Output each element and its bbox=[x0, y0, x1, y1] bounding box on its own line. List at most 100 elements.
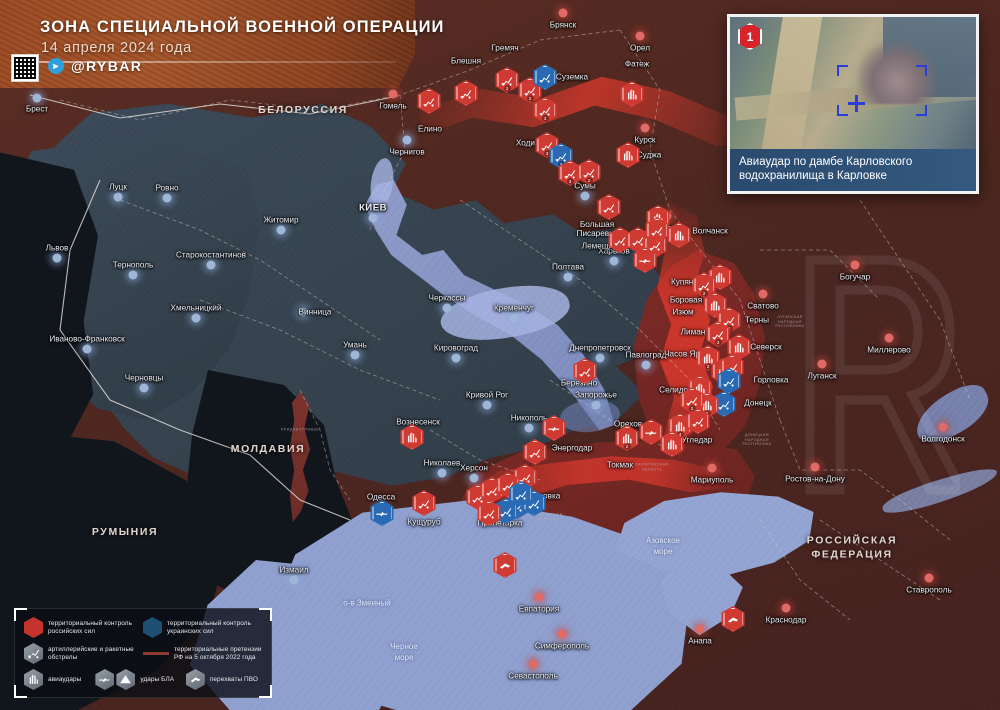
map-marker-artillery[interactable] bbox=[573, 358, 597, 384]
air-defense-icon bbox=[727, 613, 740, 626]
legend-corner-tl bbox=[14, 608, 27, 621]
legend-item-ua-control: территориальный контроль украинских сил bbox=[143, 617, 262, 638]
marker-count-badge: 2 bbox=[704, 363, 712, 370]
inset-explosion-plume bbox=[857, 41, 937, 104]
inset-photo-panel[interactable]: 1 Авиаудар по дамбе Карловского водохран… bbox=[727, 14, 979, 194]
legend-row-strikes: авиаудары удары БЛА перехваты ПВО bbox=[24, 669, 262, 690]
hexagon-blue-icon bbox=[143, 617, 162, 638]
map-marker-artillery[interactable]: 2 bbox=[495, 67, 519, 93]
map-marker-drone[interactable] bbox=[633, 247, 657, 273]
city-dot-marker bbox=[509, 313, 519, 323]
map-marker-artillery[interactable]: 2 bbox=[692, 272, 716, 298]
legend-label: перехваты ПВО bbox=[209, 675, 258, 683]
map-marker-drone[interactable] bbox=[639, 419, 663, 445]
map-marker-artillery[interactable] bbox=[717, 368, 741, 394]
map-marker-artillery[interactable] bbox=[645, 217, 669, 243]
map-marker-drone[interactable] bbox=[370, 500, 394, 526]
city-dot-marker bbox=[139, 383, 149, 393]
map-marker-artillery[interactable]: 3 bbox=[533, 97, 557, 123]
country-label: РУМЫНИЯ bbox=[91, 526, 159, 539]
legend-label: авиаудары bbox=[48, 675, 82, 683]
map-marker-airstrike[interactable] bbox=[616, 142, 640, 168]
drone-wing-icon bbox=[116, 669, 136, 690]
city-dot-marker bbox=[534, 592, 544, 602]
marker-count-badge: 2 bbox=[557, 161, 565, 168]
telegram-channel-link[interactable]: ► @RYBAR bbox=[48, 58, 142, 74]
map-marker-airstrike[interactable] bbox=[400, 424, 424, 450]
map-marker-air-defense[interactable] bbox=[721, 606, 745, 632]
city-dot-marker bbox=[276, 225, 286, 235]
map-marker-airstrike[interactable]: 2 bbox=[615, 425, 639, 451]
artillery-icon bbox=[529, 446, 542, 459]
city-dot-marker bbox=[635, 31, 645, 41]
map-marker-artillery[interactable] bbox=[454, 80, 478, 106]
city-dot-marker bbox=[557, 629, 567, 639]
marker-count-badge: 3 bbox=[543, 150, 551, 157]
marker-count-badge: 2 bbox=[700, 290, 708, 297]
oblast-label: ПРИДНЕСТРОВЬЕ bbox=[280, 427, 320, 432]
air-defense-icon bbox=[185, 669, 205, 690]
map-marker-air-defense[interactable] bbox=[493, 552, 517, 578]
city-dot-marker bbox=[442, 303, 452, 313]
city-dot-marker bbox=[938, 422, 948, 432]
artillery-icon bbox=[423, 95, 436, 108]
drone-icon bbox=[95, 669, 115, 690]
map-marker-artillery[interactable] bbox=[686, 408, 710, 434]
page-title: ЗОНА СПЕЦИАЛЬНОЙ ВОЕННОЙ ОПЕРАЦИИ bbox=[40, 18, 445, 36]
artillery-icon bbox=[579, 365, 592, 378]
legend-item-airstrike: авиаудары bbox=[24, 669, 95, 690]
map-marker-artillery[interactable]: 2 bbox=[577, 159, 601, 185]
map-marker-artillery[interactable] bbox=[523, 439, 547, 465]
map-marker-airstrike[interactable] bbox=[667, 222, 691, 248]
inset-caption: Авиаудар по дамбе Карловского водохранил… bbox=[730, 148, 976, 191]
map-marker-artillery[interactable] bbox=[509, 481, 533, 507]
city-dot-marker bbox=[32, 93, 42, 103]
city-dot-marker bbox=[640, 123, 650, 133]
city-dot-marker bbox=[563, 272, 573, 282]
legend-item-air-defense: перехваты ПВО bbox=[185, 669, 262, 690]
city-dot-marker bbox=[206, 260, 216, 270]
qr-code-icon[interactable] bbox=[11, 54, 39, 82]
map-marker-airstrike[interactable] bbox=[727, 334, 751, 360]
drone-icon bbox=[376, 507, 389, 520]
country-label: МОЛДАВИЯ bbox=[230, 443, 306, 456]
city-dot-marker bbox=[402, 135, 412, 145]
legend-label: территориальный контроль украинских сил bbox=[167, 619, 252, 635]
city-dot-marker bbox=[609, 256, 619, 266]
map-marker-artillery[interactable]: 3 bbox=[706, 321, 730, 347]
sea-label: о-в Змеиный bbox=[343, 598, 391, 608]
map-marker-artillery[interactable] bbox=[417, 88, 441, 114]
artillery-icon bbox=[515, 488, 528, 501]
artillery-icon bbox=[555, 150, 568, 163]
artillery-icon bbox=[603, 201, 616, 214]
map-marker-drone[interactable] bbox=[542, 415, 566, 441]
legend-corner-tr bbox=[259, 608, 272, 621]
legend-item-claims: территориальные претензии РФ на 5 октябр… bbox=[143, 646, 262, 662]
map-legend: территориальный контроль российских сил … bbox=[14, 608, 272, 698]
map-marker-airstrike[interactable] bbox=[660, 431, 684, 457]
map-marker-airstrike[interactable] bbox=[620, 81, 644, 107]
city-dot-marker bbox=[368, 213, 378, 223]
city-dot-marker bbox=[558, 8, 568, 18]
map-marker-artillery[interactable] bbox=[412, 490, 436, 516]
city-dot-marker bbox=[781, 603, 791, 613]
legend-row-shelling: артиллерийские и ракетные обстрелы терри… bbox=[24, 643, 262, 664]
map-marker-airstrike[interactable] bbox=[703, 292, 727, 318]
map-marker-artillery[interactable]: 2 bbox=[680, 387, 704, 413]
city-dot-marker bbox=[810, 462, 820, 472]
marker-count-badge: 2 bbox=[526, 95, 534, 102]
city-dot-marker bbox=[580, 191, 590, 201]
map-marker-artillery[interactable]: 3 bbox=[558, 160, 582, 186]
artillery-icon bbox=[718, 398, 731, 411]
channel-handle: @RYBAR bbox=[71, 58, 143, 74]
map-marker-artillery[interactable] bbox=[533, 64, 557, 90]
marker-count-badge: 2 bbox=[585, 177, 593, 184]
oblast-label: ХЕРСОНСКАЯ ОБЛАСТЬ bbox=[533, 512, 563, 521]
map-marker-artillery[interactable] bbox=[608, 227, 632, 253]
map-marker-artillery[interactable] bbox=[597, 194, 621, 220]
hexagon-red-icon bbox=[24, 617, 43, 638]
map-marker-artillery[interactable] bbox=[477, 500, 501, 526]
legend-corner-bl bbox=[14, 685, 27, 698]
